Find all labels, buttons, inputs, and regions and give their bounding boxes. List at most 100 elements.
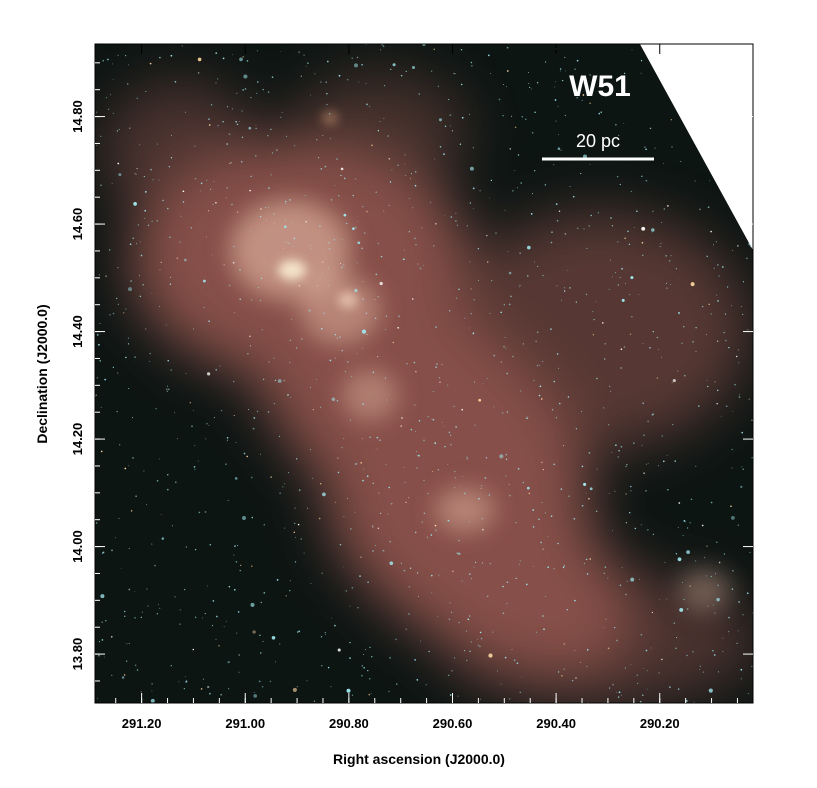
star: [320, 483, 322, 485]
star: [312, 409, 314, 411]
star: [612, 683, 614, 686]
star: [617, 284, 619, 286]
star: [324, 631, 327, 634]
star: [712, 649, 714, 652]
star: [212, 600, 215, 602]
star: [534, 170, 536, 172]
star: [260, 601, 263, 604]
star: [686, 527, 689, 529]
star: [179, 609, 181, 611]
star: [586, 247, 588, 250]
star: [197, 460, 199, 462]
star: [508, 271, 512, 275]
star: [669, 686, 671, 688]
star: [192, 410, 194, 412]
star: [666, 598, 668, 600]
star: [340, 266, 343, 269]
star: [742, 614, 744, 616]
star: [469, 521, 470, 523]
star: [180, 215, 182, 217]
star: [128, 588, 131, 591]
star: [582, 94, 585, 96]
star: [505, 454, 507, 456]
star: [316, 379, 317, 381]
star: [208, 124, 211, 126]
star: [500, 311, 503, 314]
star: [159, 269, 161, 271]
star: [409, 178, 411, 180]
star: [260, 208, 262, 210]
star: [208, 210, 210, 212]
star: [749, 551, 751, 554]
star: [514, 169, 516, 171]
star: [256, 92, 258, 94]
star: [532, 509, 535, 511]
star: [511, 115, 512, 117]
star: [303, 54, 305, 56]
star: [369, 678, 371, 680]
star: [328, 285, 329, 287]
star: [554, 99, 557, 101]
star: [680, 160, 682, 162]
star: [237, 211, 239, 213]
star: [321, 665, 323, 667]
star: [249, 345, 251, 347]
star: [701, 524, 704, 527]
star: [637, 682, 639, 684]
star: [372, 525, 374, 527]
star: [349, 641, 351, 644]
star: [112, 112, 114, 114]
star: [453, 405, 455, 408]
star: [434, 524, 437, 527]
star: [346, 78, 349, 81]
star: [400, 425, 403, 427]
star: [307, 62, 309, 64]
star: [265, 207, 267, 208]
star: [371, 144, 373, 147]
star: [469, 113, 471, 116]
star: [451, 130, 453, 132]
star: [596, 377, 598, 380]
star: [455, 212, 457, 214]
star: [630, 485, 632, 488]
star: [345, 222, 348, 225]
star: [293, 531, 295, 533]
star: [217, 124, 219, 127]
star: [488, 494, 491, 496]
star: [513, 659, 516, 662]
star: [251, 565, 253, 567]
star: [518, 563, 520, 565]
star: [452, 570, 454, 573]
star: [366, 333, 368, 335]
star: [528, 72, 530, 74]
star: [652, 210, 654, 212]
star: [132, 237, 134, 239]
star: [679, 607, 684, 612]
star: [558, 367, 559, 369]
star: [421, 227, 423, 229]
star: [260, 652, 262, 654]
star: [580, 661, 582, 663]
star: [119, 444, 121, 446]
star: [361, 674, 363, 677]
star: [263, 523, 266, 526]
star: [616, 639, 618, 642]
star: [453, 657, 456, 659]
star: [553, 463, 556, 466]
star: [418, 454, 420, 457]
star: [327, 666, 330, 669]
star: [128, 387, 130, 390]
star: [125, 356, 127, 359]
y-tick-label: 14.80: [70, 100, 85, 133]
star: [710, 575, 712, 578]
star: [123, 674, 126, 676]
star: [183, 258, 187, 262]
star: [751, 419, 753, 421]
star: [126, 83, 129, 85]
y-tick-label: 14.00: [70, 530, 85, 563]
star: [244, 88, 247, 90]
star: [716, 340, 719, 342]
star: [204, 613, 206, 615]
star: [625, 283, 626, 284]
star: [170, 54, 173, 57]
